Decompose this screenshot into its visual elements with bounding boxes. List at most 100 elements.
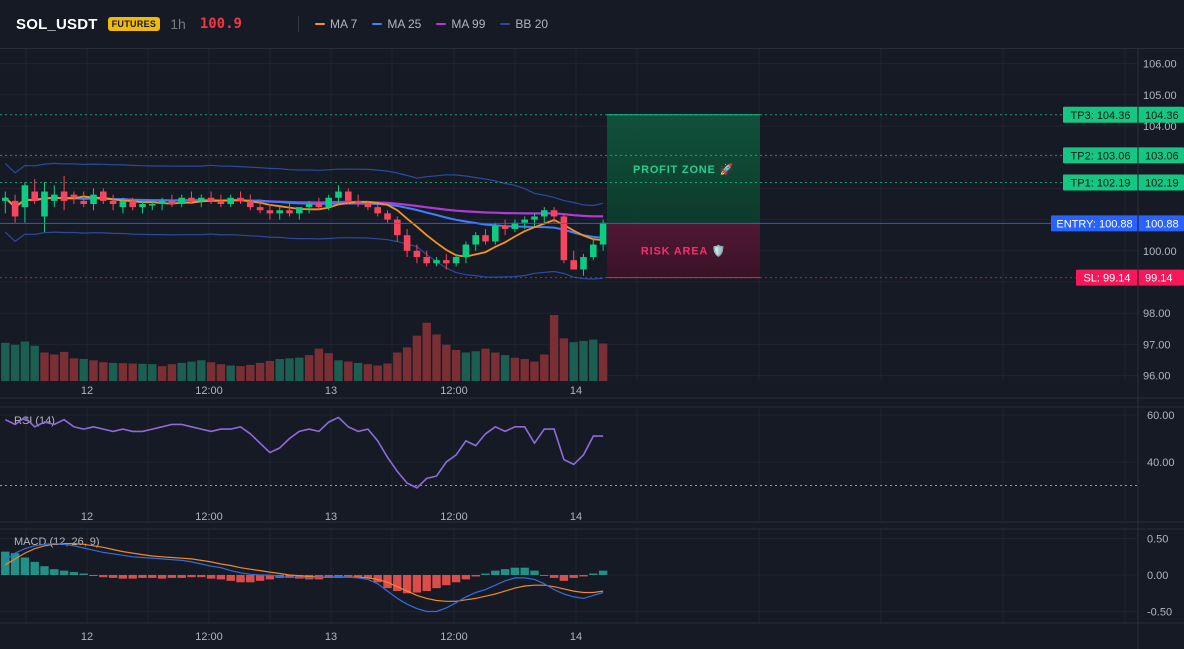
volume-bar [226, 365, 235, 381]
volume-bars [1, 315, 608, 381]
volume-bar [167, 364, 177, 381]
tp1-tag-price: 102.19 [1145, 177, 1179, 189]
volume-bar [148, 364, 157, 381]
candle-body [11, 200, 19, 217]
volume-bar [1, 342, 10, 381]
sl-tag-bg [1076, 269, 1184, 286]
macd-histogram-bar [148, 575, 157, 578]
macd-panel: 0.50 0.00 -0.50 [1, 534, 1172, 619]
volume-bar [10, 344, 20, 381]
candle-body [41, 191, 48, 217]
macd-histogram-bar [265, 575, 275, 580]
candle-body [217, 200, 225, 204]
bb-swatch [500, 23, 511, 25]
volume-bar [304, 355, 314, 381]
candle-body [198, 197, 205, 201]
price-axis: 106.00 105.00 104.00 100.00 98.00 97.00 96.00 [1143, 59, 1177, 383]
macd-histogram-bar [491, 570, 500, 575]
volume-bar [549, 315, 559, 381]
candle-body [452, 257, 460, 264]
macd-histogram-bar [138, 575, 147, 578]
candle-body [227, 197, 234, 204]
volume-bar [30, 345, 39, 381]
volume-bar [393, 352, 402, 381]
volume-bar [334, 360, 343, 381]
candle-body [599, 222, 607, 245]
macd-histogram-bar [353, 575, 363, 578]
tp3-tag-price: 104.36 [1145, 110, 1179, 122]
candle-body [413, 250, 421, 258]
volume-bar [206, 362, 216, 381]
candle-body [237, 197, 244, 201]
time-tick-label: 14 [570, 511, 582, 523]
candle-body [168, 200, 176, 204]
volume-bar [295, 357, 304, 381]
candle-body [207, 197, 215, 201]
time-tick-label: 14 [570, 385, 582, 397]
price-tick-label: 104.00 [1143, 121, 1177, 133]
macd-title: MACD (12, 26, 9) [14, 536, 100, 548]
legend-ma7[interactable]: MA 7 [314, 17, 357, 31]
volume-bar [197, 360, 206, 381]
timeframe-label[interactable]: 1h [170, 16, 186, 32]
macd-histogram-bar [226, 575, 235, 581]
macd-histogram-bar [481, 573, 490, 575]
volume-bar [432, 334, 441, 381]
candle-body [531, 216, 538, 220]
tp2-tag-price: 103.06 [1145, 150, 1179, 162]
tp3-tag-bg [1063, 106, 1184, 123]
macd-histogram-bar [363, 575, 373, 578]
price-tick-label: 96.00 [1143, 371, 1171, 383]
tp2-tag: TP2: 103.06 103.06 [1063, 147, 1184, 164]
macd-histogram-bar [422, 575, 431, 592]
risk-area-label: RISK AREA 🛡️ [641, 244, 726, 257]
indicator-legend: MA 7 MA 25 MA 99 BB 20 [314, 17, 563, 31]
time-tick-label: 12:00 [195, 631, 223, 643]
volume-bar [491, 352, 500, 381]
time-tick-label: 12:00 [440, 511, 468, 523]
macd-histogram-bar [373, 575, 382, 583]
macd-histogram-bar [520, 567, 529, 575]
volume-bar [128, 363, 137, 381]
macd-histogram-bar [167, 575, 177, 578]
volume-bar [108, 362, 118, 381]
volume-bar [383, 363, 392, 381]
time-tick-label: 12 [81, 511, 93, 523]
macd-histogram-bar [197, 575, 206, 578]
macd-histogram-bar [451, 575, 461, 583]
macd-histogram-bar [187, 575, 196, 578]
symbol-name[interactable]: SOL_USDT [16, 15, 98, 33]
volume-bar [540, 354, 549, 381]
volume-bar [285, 358, 294, 381]
legend-ma25[interactable]: MA 25 [372, 17, 421, 31]
macd-histogram-bar [461, 575, 471, 580]
macd-histogram-bar [255, 575, 265, 581]
macd-histogram-bar [216, 575, 226, 580]
sl-tag: SL: 99.14 99.14 [1076, 269, 1184, 286]
legend-label: MA 25 [387, 17, 422, 31]
macd-histogram-bar [20, 557, 30, 575]
candle-body [482, 235, 489, 242]
legend-label: MA 99 [451, 17, 486, 31]
candle-body [256, 207, 264, 211]
sl-tag-label: SL: 99.14 [1083, 273, 1130, 285]
volume-bar [216, 364, 226, 381]
candle-body [384, 213, 391, 220]
macd-histogram-bar [285, 575, 294, 578]
volume-bar [79, 359, 88, 381]
macd-histogram-bar [236, 575, 245, 583]
candle-body [443, 260, 450, 264]
volume-bar [187, 361, 196, 381]
time-tick-label: 12 [81, 385, 93, 397]
candle-body [70, 194, 78, 198]
candle-body [560, 216, 568, 261]
macd-histogram-bar [412, 575, 422, 593]
candle-body [276, 210, 283, 214]
legend-bb20[interactable]: BB 20 [500, 17, 548, 31]
bb-upper-line [4, 162, 604, 207]
volume-bar [530, 361, 539, 381]
legend-ma99[interactable]: MA 99 [436, 17, 485, 31]
macd-histogram-bar [10, 553, 20, 575]
rsi-line [4, 416, 604, 489]
